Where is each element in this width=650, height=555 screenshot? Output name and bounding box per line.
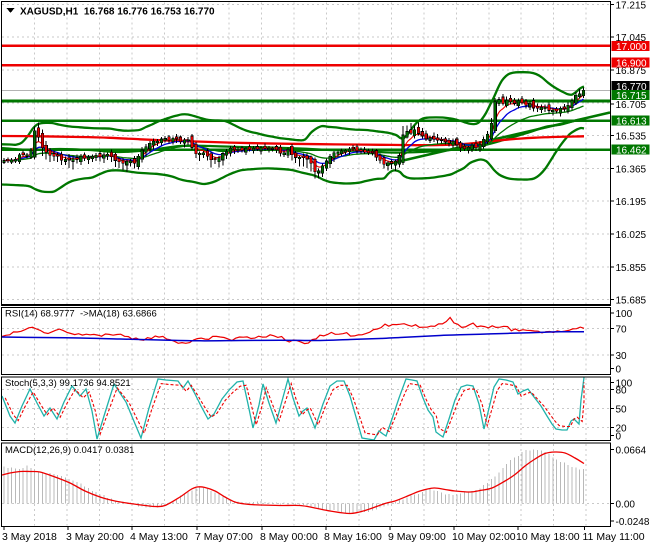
svg-text:20: 20 [616, 423, 628, 434]
svg-text:16.875: 16.875 [616, 66, 647, 77]
svg-text:17.215: 17.215 [616, 0, 647, 11]
svg-text:16.770: 16.770 [616, 82, 647, 93]
svg-text:16.535: 16.535 [616, 132, 647, 143]
svg-text:0.0664: 0.0664 [616, 446, 647, 457]
svg-text:RSI(14) 68.9777 ->MA(18) 63.6: RSI(14) 68.9777 ->MA(18) 63.6866 [5, 309, 157, 320]
svg-text:70: 70 [616, 324, 628, 335]
svg-text:30: 30 [616, 351, 628, 362]
svg-text:-0.0248: -0.0248 [616, 517, 650, 528]
svg-text:16.365: 16.365 [616, 164, 647, 175]
svg-text:8 May 00:00: 8 May 00:00 [260, 531, 318, 543]
svg-text:MACD(12,26,9) 0.0417 0.0381: MACD(12,26,9) 0.0417 0.0381 [5, 445, 134, 456]
svg-text:16.705: 16.705 [616, 100, 647, 111]
svg-text:10 May 18:00: 10 May 18:00 [516, 531, 580, 543]
svg-text:0: 0 [616, 365, 622, 376]
svg-text:9 May 09:00: 9 May 09:00 [388, 531, 446, 543]
svg-text:0.00: 0.00 [616, 500, 636, 511]
svg-text:0: 0 [616, 432, 622, 443]
svg-text:16.025: 16.025 [616, 230, 647, 241]
svg-text:3 May 2018: 3 May 2018 [2, 531, 57, 543]
svg-text:16.195: 16.195 [616, 197, 647, 208]
svg-text:10 May 02:00: 10 May 02:00 [452, 531, 516, 543]
svg-text:Stoch(5,3,3) 99.1736 94.8521: Stoch(5,3,3) 99.1736 94.8521 [5, 378, 131, 389]
svg-text:17.000: 17.000 [616, 42, 647, 53]
svg-text:16.613: 16.613 [616, 116, 647, 127]
svg-text:11 May 11:00: 11 May 11:00 [583, 531, 645, 543]
svg-text:7 May 07:00: 7 May 07:00 [195, 531, 253, 543]
svg-text:17.045: 17.045 [616, 33, 647, 44]
svg-text:XAGUSD,H1 16.768 16.776 16.75: XAGUSD,H1 16.768 16.776 16.753 16.770 [20, 7, 215, 18]
svg-text:3 May 20:00: 3 May 20:00 [66, 531, 124, 543]
svg-text:15.855: 15.855 [616, 263, 647, 274]
svg-text:4 May 13:00: 4 May 13:00 [130, 531, 188, 543]
svg-text:100: 100 [616, 309, 633, 320]
svg-text:16.462: 16.462 [616, 145, 647, 156]
svg-text:50: 50 [616, 405, 628, 416]
svg-text:16.900: 16.900 [616, 59, 647, 70]
svg-text:15.685: 15.685 [616, 296, 647, 307]
svg-text:80: 80 [616, 386, 628, 397]
svg-text:100: 100 [616, 379, 633, 390]
svg-text:16.715: 16.715 [616, 91, 647, 102]
svg-text:8 May 16:00: 8 May 16:00 [324, 531, 382, 543]
